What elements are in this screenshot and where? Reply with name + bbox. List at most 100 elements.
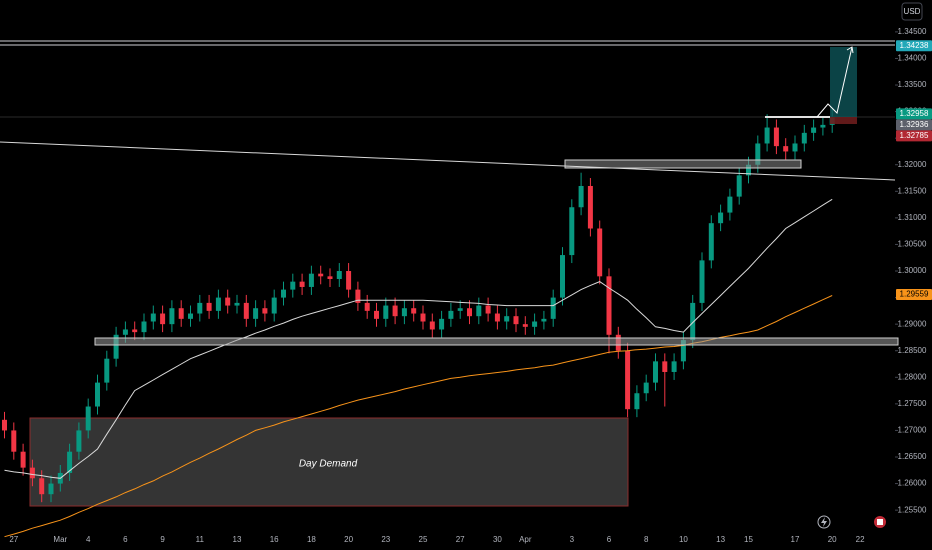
candle-body	[374, 310, 379, 319]
drawings: Day Demand	[0, 40, 899, 470]
candle-body	[671, 361, 677, 372]
x-tick-label: 11	[196, 535, 205, 544]
candle-body	[20, 451, 26, 468]
candle-body	[634, 393, 640, 410]
candle-body	[522, 324, 528, 327]
candle-body	[299, 281, 305, 287]
candle-body	[550, 297, 556, 319]
candle-body	[653, 361, 658, 383]
candle-body	[29, 467, 35, 479]
y-tick-label: 1.25500	[898, 505, 927, 514]
candle-body	[439, 318, 445, 330]
candle-body	[327, 276, 333, 279]
candle-body	[755, 143, 761, 165]
candle-body	[476, 305, 482, 317]
candle-body	[746, 164, 751, 176]
candle-body	[606, 276, 612, 335]
x-tick-label: Apr	[519, 535, 532, 544]
currency-box	[901, 2, 923, 21]
candle-body	[76, 430, 82, 452]
candle-body	[318, 273, 324, 277]
y-tick-label: 1.27500	[898, 399, 927, 408]
price-marker	[896, 288, 932, 300]
y-tick-label: 1.30000	[898, 266, 927, 275]
candle-body	[680, 340, 686, 362]
candle-body	[132, 329, 138, 333]
candle-body	[820, 124, 826, 128]
y-tick-label: 1.34500	[898, 27, 927, 36]
candle-body	[290, 281, 296, 290]
candle-body	[457, 308, 463, 311]
x-tick-label: 13	[233, 535, 242, 544]
moving-average	[4, 198, 833, 479]
candle-body	[569, 207, 575, 256]
candle-body	[336, 271, 342, 279]
x-tick-label: 13	[716, 535, 725, 544]
candle-body	[160, 313, 166, 325]
candle-body	[708, 223, 714, 261]
x-tick-label: 6	[123, 535, 128, 544]
candle-body	[104, 358, 110, 383]
candle-body	[346, 271, 352, 290]
y-tick-label: 1.34000	[898, 54, 927, 63]
candle-body	[67, 451, 73, 473]
candle-body	[448, 310, 454, 319]
candle-body	[764, 127, 770, 144]
candle-body	[392, 305, 398, 317]
x-tick-label: 16	[270, 535, 279, 544]
candle-body	[429, 321, 435, 330]
x-tick-label: 22	[856, 535, 865, 544]
candle-body	[215, 297, 221, 311]
candle-body	[11, 430, 17, 452]
candle-body	[587, 185, 593, 229]
price-marker-label: 1.29559	[900, 290, 929, 299]
candle-body	[383, 305, 389, 319]
x-tick-label: 18	[307, 535, 316, 544]
y-tick-label: 1.28000	[898, 372, 927, 381]
candle-body	[727, 196, 733, 213]
candle-body	[401, 308, 407, 317]
resistance-zone	[564, 159, 802, 169]
candle-body	[699, 260, 705, 303]
y-tick-label: 1.30500	[898, 240, 927, 249]
candle-body	[271, 297, 277, 314]
candle-body	[206, 302, 212, 311]
y-tick-label: 1.28500	[898, 346, 927, 355]
price-marker-label: 1.34238	[900, 41, 929, 50]
y-tick-label: 1.26000	[898, 479, 927, 488]
trend-line	[0, 141, 896, 181]
candle-body	[253, 308, 259, 319]
candle-body	[643, 382, 649, 394]
candle-body	[541, 318, 547, 322]
candle-body	[811, 127, 817, 133]
candle-body	[485, 305, 491, 314]
candle-body	[113, 334, 119, 359]
price-marker	[896, 130, 932, 142]
candle-body	[736, 175, 742, 197]
candle-body	[364, 302, 370, 311]
candle-body	[420, 313, 426, 322]
x-tick-label: 27	[9, 535, 18, 544]
candle-body	[169, 308, 175, 325]
x-tick-label: 15	[744, 535, 753, 544]
candle-body	[690, 302, 696, 341]
price-axis: USD 1.25500 1.26000 1.26500 1.27000 1.27500 1…	[9, 2, 932, 544]
x-tick-label: Mar	[53, 535, 67, 544]
x-tick-label: 30	[493, 535, 502, 544]
candle-body	[504, 316, 510, 322]
y-tick-label: 1.33500	[898, 80, 927, 89]
candle-body	[95, 382, 100, 407]
lightning-icon[interactable]	[817, 515, 831, 529]
y-tick-label: 1.29000	[898, 319, 927, 328]
x-tick-label: 20	[828, 535, 837, 544]
candle-body	[2, 419, 7, 431]
candle-body	[234, 302, 240, 306]
price-marker	[896, 119, 932, 131]
x-tick-label: 20	[344, 535, 353, 544]
candle-body	[560, 255, 565, 298]
candle-body	[122, 329, 128, 335]
x-tick-label: 3	[570, 535, 575, 544]
candle-body	[467, 308, 472, 317]
